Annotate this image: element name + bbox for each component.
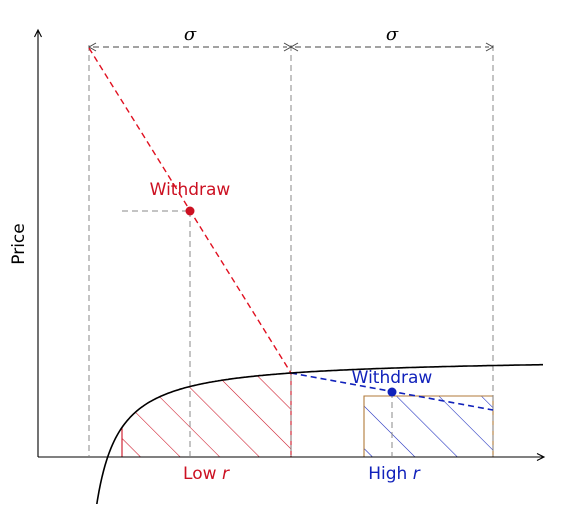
high-r-label: High r [368,464,420,484]
x-axis-arrowhead [536,453,546,461]
high-r-withdraw-point [387,387,397,397]
vertical-guides [88,45,494,456]
high-r-withdraw-label: Withdraw [352,368,433,388]
low-r-label: Low r [183,464,230,484]
low-r-label-var: r [222,464,230,484]
high-r-label-prefix: High [368,464,412,484]
sigma-right-arrowhead-start [289,42,299,52]
low-r-withdraw-label: Withdraw [150,180,231,200]
sigma-left-label: σ [184,24,197,45]
y-axis-arrowhead [34,28,42,38]
y-axis-label: Price [9,223,29,264]
sigma-right-arrowhead-end [485,42,495,52]
price-curve [95,363,543,509]
sigma-left-arrowhead-start [87,42,97,52]
low-r-label-prefix: Low [183,464,222,484]
low-r-withdraw-point [185,206,195,216]
sigma-right-label: σ [386,24,399,45]
sigma-dimension-lines [87,42,495,52]
high-r-label-var: r [413,464,421,484]
axes [34,28,546,461]
